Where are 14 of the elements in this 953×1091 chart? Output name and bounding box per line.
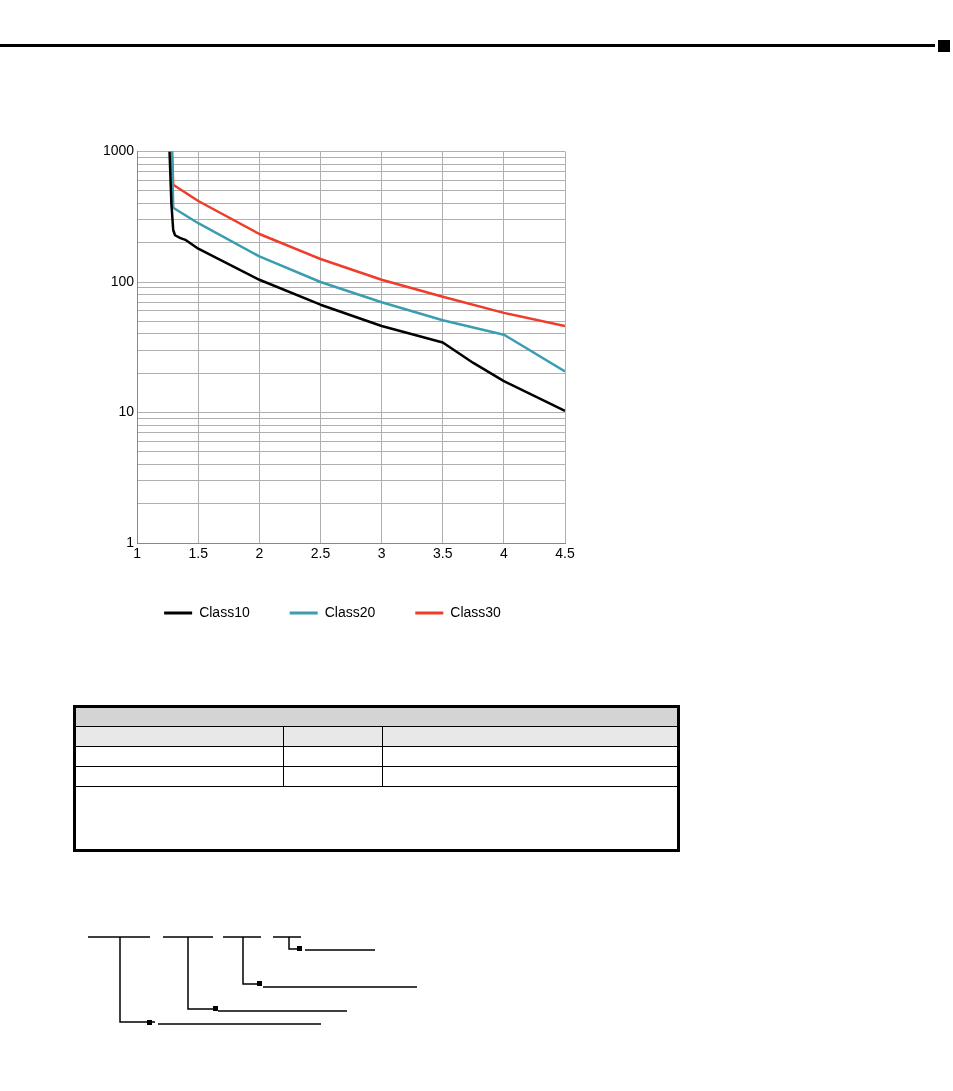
y-tick-label: 10 <box>118 403 135 420</box>
y-tick-label: 1000 <box>102 142 135 159</box>
legend-label: Class30 <box>450 603 502 620</box>
x-tick-label: 3 <box>377 545 386 562</box>
x-tick-label: 4 <box>499 545 508 562</box>
legend-label: Class20 <box>324 603 376 620</box>
x-tick-label: 2 <box>255 545 264 562</box>
y-tick-label: 100 <box>110 272 135 289</box>
legend-label: Class10 <box>199 603 250 620</box>
x-tick-label: 2.5 <box>310 545 331 562</box>
x-tick-label: 4.5 <box>555 545 575 562</box>
x-tick-label: 1.5 <box>188 545 209 562</box>
x-tick-label: 3.5 <box>433 545 453 562</box>
y-tick-label: 1 <box>126 534 135 551</box>
